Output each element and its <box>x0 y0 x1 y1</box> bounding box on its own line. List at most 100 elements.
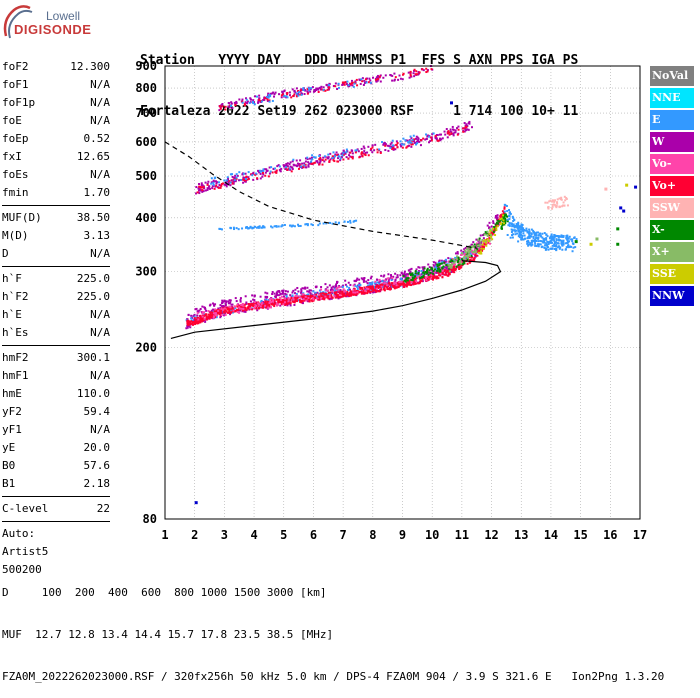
e-echo-point <box>508 221 511 224</box>
vo-plus-echo-point <box>191 322 194 325</box>
w-echo-point <box>269 92 272 95</box>
e-echo-point <box>454 256 457 259</box>
e-echo-point <box>559 246 562 249</box>
vo-plus-echo-point <box>372 288 375 291</box>
w-echo-point <box>323 160 326 163</box>
e-echo-point <box>545 238 548 241</box>
param-value: 300.1 <box>76 351 110 364</box>
vo-plus-echo-point <box>363 290 366 293</box>
x-minus-echo-point <box>466 251 469 254</box>
w-echo-point <box>413 69 416 72</box>
w-echo-point <box>258 171 261 174</box>
vo-plus-echo-point <box>369 287 372 290</box>
w-echo-point <box>447 268 450 271</box>
vo-plus-echo-point <box>393 285 396 288</box>
w-echo-point <box>412 72 415 75</box>
w-echo-point <box>432 261 435 264</box>
x-tick-label: 11 <box>455 528 469 542</box>
w-echo-point <box>431 133 434 136</box>
e-echo-point <box>369 284 372 287</box>
vo-plus-echo-point <box>219 107 222 110</box>
vo-plus-echo-point <box>503 207 506 210</box>
w-echo-point <box>260 169 263 172</box>
vo-plus-echo-point <box>335 291 338 294</box>
e-echo-point <box>302 89 305 92</box>
w-echo-point <box>496 216 499 219</box>
vo-plus-echo-point <box>265 304 268 307</box>
vo-minus-echo-point <box>201 311 204 314</box>
vo-plus-echo-point <box>406 283 409 286</box>
w-echo-point <box>305 166 308 169</box>
e-echo-point <box>286 96 289 99</box>
w-echo-point <box>407 71 410 74</box>
w-echo-point <box>374 291 377 294</box>
w-echo-point <box>412 140 415 143</box>
e-echo-point <box>441 260 444 263</box>
vo-plus-echo-point <box>351 82 354 85</box>
w-echo-point <box>403 275 406 278</box>
w-echo-point <box>331 289 334 292</box>
w-echo-point <box>368 77 371 80</box>
vo-plus-echo-point <box>443 270 446 273</box>
w-echo-point <box>438 137 441 140</box>
e-echo-point <box>400 143 403 146</box>
vo-plus-echo-point <box>245 308 248 311</box>
w-echo-point <box>266 99 269 102</box>
e-echo-point <box>337 155 340 158</box>
vo-plus-echo-point <box>431 277 434 280</box>
w-echo-point <box>254 95 257 98</box>
x-minus-echo-point <box>502 218 505 221</box>
vo-plus-echo-point <box>219 312 222 315</box>
w-echo-point <box>258 97 261 100</box>
w-echo-point <box>244 295 247 298</box>
w-echo-point <box>223 314 226 317</box>
vo-plus-echo-point <box>197 317 200 320</box>
w-echo-point <box>455 127 458 130</box>
vo-plus-echo-point <box>245 175 248 178</box>
vo-minus-echo-point <box>220 307 223 310</box>
w-echo-point <box>486 224 489 227</box>
vo-minus-echo-point <box>417 275 420 278</box>
w-echo-point <box>211 187 214 190</box>
w-echo-point <box>324 283 327 286</box>
e-echo-point <box>190 317 193 320</box>
vo-minus-echo-point <box>408 277 411 280</box>
param-value: 12.65 <box>76 150 110 163</box>
e-echo-point <box>345 148 348 151</box>
e-echo-point <box>520 223 523 226</box>
vo-plus-echo-point <box>286 302 289 305</box>
w-echo-point <box>291 88 294 91</box>
vo-minus-echo-point <box>452 263 455 266</box>
w-echo-point <box>251 294 254 297</box>
param-value: 0.52 <box>83 132 111 145</box>
vo-plus-echo-point <box>313 161 316 164</box>
vo-minus-echo-point <box>338 294 341 297</box>
vo-minus-echo-point <box>299 296 302 299</box>
w-echo-point <box>328 82 331 85</box>
w-echo-point <box>474 254 477 257</box>
vo-plus-echo-point <box>187 322 190 325</box>
vo-plus-echo-point <box>241 306 244 309</box>
w-echo-point <box>294 91 297 94</box>
w-echo-point <box>379 80 382 83</box>
vo-plus-echo-point <box>421 68 424 71</box>
w-echo-point <box>415 268 418 271</box>
w-echo-point <box>394 278 397 281</box>
w-echo-point <box>202 190 205 193</box>
vo-minus-echo-point <box>338 286 341 289</box>
w-echo-point <box>365 77 368 80</box>
header-line-1: Station YYYY DAY DDD HHMMSS P1 FFS S AXN… <box>140 53 579 68</box>
w-echo-point <box>391 79 394 82</box>
param-row: yF2 59.4 <box>2 403 110 421</box>
e-echo-point <box>571 238 574 241</box>
vo-plus-echo-point <box>435 277 438 280</box>
e-echo-point <box>528 228 531 231</box>
vo-plus-echo-point <box>231 306 234 309</box>
w-echo-point <box>372 291 375 294</box>
sse-echo-point <box>500 222 503 225</box>
e-echo-point <box>555 239 558 242</box>
w-echo-point <box>259 295 262 298</box>
param-key: C-level <box>2 502 49 515</box>
w-echo-point <box>477 243 480 246</box>
vo-minus-echo-point <box>325 289 328 292</box>
